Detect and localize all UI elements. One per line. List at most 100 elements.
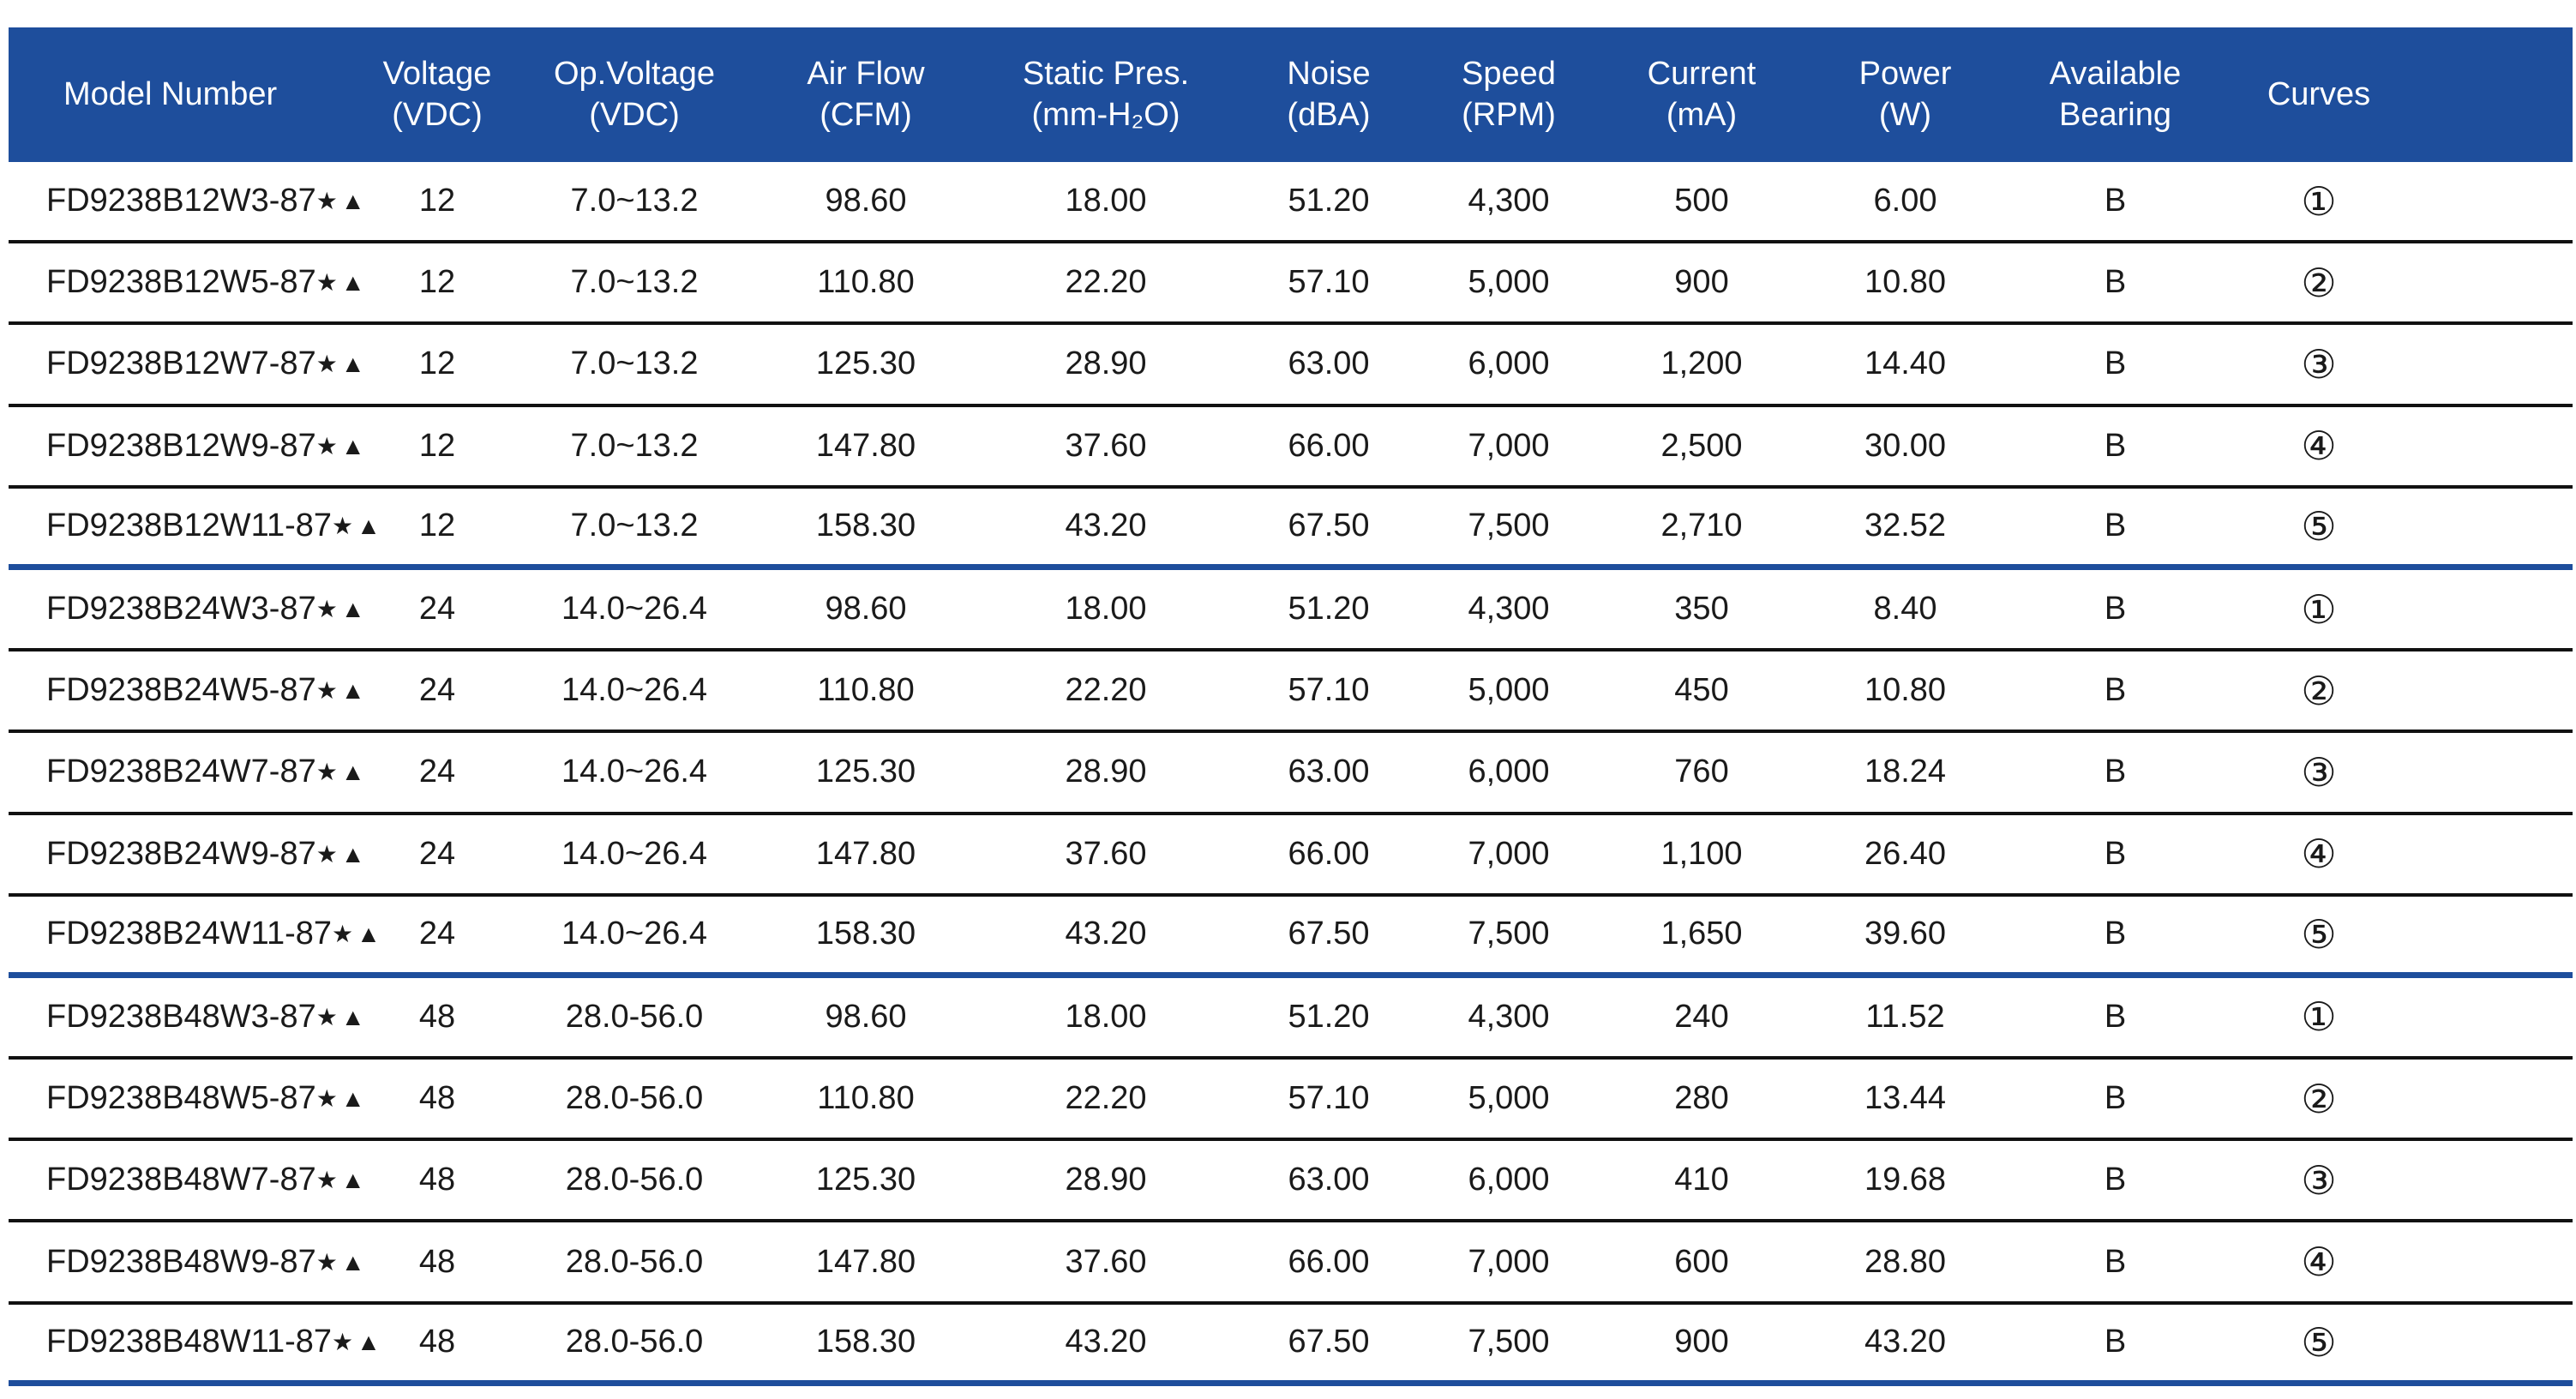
curve-cell: ⑤	[2301, 503, 2337, 549]
model-number: FD9238B48W5-87	[46, 1080, 316, 1117]
noise-cell: 63.00	[1288, 1162, 1370, 1198]
noise-cell: 57.10	[1288, 264, 1370, 301]
curve-cell: ④	[2301, 423, 2337, 469]
speed-cell: 5,000	[1468, 1080, 1550, 1117]
speed-cell: 4,300	[1468, 998, 1550, 1035]
op-voltage-cell: 14.0~26.4	[561, 916, 708, 952]
static-pressure-cell: 22.20	[1065, 1080, 1147, 1117]
table-row: FD9238B12W9-87 ★▲ 12 7.0~13.2 147.80 37.60 66.…	[9, 407, 2573, 489]
bearing-cell: B	[2104, 507, 2127, 544]
model-number: FD9238B12W3-87	[46, 183, 316, 219]
star-triangle-icon: ★▲	[332, 513, 384, 540]
voltage-cell: 12	[418, 507, 456, 544]
air-flow-cell: 110.80	[817, 672, 915, 709]
static-pressure-cell: 18.00	[1065, 998, 1147, 1035]
speed-cell: 4,300	[1468, 591, 1550, 627]
header-voltage: Voltage (VDC)	[382, 56, 492, 133]
star-triangle-icon: ★▲	[315, 677, 369, 705]
model-number: FD9238B24W3-87	[46, 591, 316, 627]
bearing-cell: B	[2104, 754, 2127, 790]
table-header: Model Number Voltage (VDC) Op.Voltage (V…	[9, 27, 2573, 162]
op-voltage-cell: 7.0~13.2	[570, 264, 699, 301]
power-cell: 10.80	[1864, 264, 1947, 301]
model-number-cell: FD9238B24W9-87 ★▲	[9, 836, 365, 873]
model-number: FD9238B24W11-87	[46, 916, 333, 952]
op-voltage-cell: 14.0~26.4	[561, 754, 708, 790]
air-flow-cell: 147.80	[815, 1243, 916, 1280]
power-cell: 26.40	[1864, 835, 1947, 872]
header-current: Current (mA)	[1647, 56, 1756, 133]
star-triangle-icon: ★▲	[315, 1003, 369, 1030]
power-cell: 43.20	[1864, 1324, 1947, 1360]
bearing-cell: B	[2104, 998, 2127, 1035]
voltage-cell: 24	[418, 835, 456, 872]
current-cell: 280	[1674, 1080, 1729, 1117]
star-triangle-icon: ★▲	[315, 269, 369, 297]
power-cell: 30.00	[1864, 427, 1947, 464]
air-flow-cell: 125.30	[815, 345, 916, 382]
model-number-cell: FD9238B12W3-87 ★▲	[9, 183, 365, 219]
bearing-cell: B	[2104, 427, 2127, 464]
air-flow-cell: 125.30	[815, 754, 916, 790]
header-air-flow: Air Flow (CFM)	[807, 56, 925, 133]
air-flow-cell: 110.80	[817, 1080, 915, 1117]
model-number-cell: FD9238B48W7-87 ★▲	[9, 1162, 365, 1198]
op-voltage-cell: 14.0~26.4	[561, 672, 708, 709]
voltage-cell: 48	[418, 1243, 456, 1280]
current-cell: 900	[1674, 1324, 1729, 1360]
curve-cell: ③	[2301, 341, 2337, 387]
power-cell: 6.00	[1873, 183, 1937, 219]
star-triangle-icon: ★▲	[315, 1085, 369, 1113]
air-flow-cell: 98.60	[825, 183, 907, 219]
speed-cell: 7,000	[1468, 835, 1550, 872]
table-row: FD9238B48W3-87 ★▲ 48 28.0-56.0 98.60 18.00 51.…	[9, 978, 2573, 1060]
noise-cell: 66.00	[1288, 427, 1370, 464]
power-cell: 14.40	[1864, 345, 1947, 382]
bearing-cell: B	[2104, 591, 2127, 627]
current-cell: 410	[1674, 1162, 1729, 1198]
table-row: FD9238B12W7-87 ★▲ 12 7.0~13.2 125.30 28.90 63.…	[9, 325, 2573, 407]
noise-cell: 57.10	[1288, 672, 1370, 709]
power-cell: 39.60	[1864, 916, 1947, 952]
static-pressure-cell: 18.00	[1065, 591, 1147, 627]
voltage-cell: 24	[418, 916, 456, 952]
table-row: FD9238B48W5-87 ★▲ 48 28.0-56.0 110.80 22.20 57…	[9, 1060, 2573, 1142]
noise-cell: 51.20	[1288, 183, 1370, 219]
curve-cell: ①	[2301, 586, 2337, 632]
noise-cell: 67.50	[1288, 1324, 1370, 1360]
header-noise: Noise (dBA)	[1287, 56, 1371, 133]
header-model-number: Model Number	[63, 75, 278, 112]
curve-cell: ④	[2301, 1240, 2337, 1285]
table-row: FD9238B24W5-87 ★▲ 24 14.0~26.4 110.80 22.20 57…	[9, 651, 2573, 734]
speed-cell: 4,300	[1468, 183, 1550, 219]
model-number-cell: FD9238B24W3-87 ★▲	[9, 591, 365, 627]
model-number-cell: FD9238B12W11-87 ★▲	[9, 507, 381, 544]
model-number: FD9238B12W5-87	[46, 264, 316, 301]
model-number-cell: FD9238B12W9-87 ★▲	[9, 428, 365, 465]
air-flow-cell: 147.80	[815, 427, 916, 464]
bearing-cell: B	[2104, 264, 2127, 301]
speed-cell: 7,000	[1468, 427, 1550, 464]
star-triangle-icon: ★▲	[315, 188, 369, 215]
bearing-cell: B	[2104, 345, 2127, 382]
noise-cell: 67.50	[1288, 916, 1370, 952]
header-op-voltage: Op.Voltage (VDC)	[553, 56, 716, 133]
curve-cell: ④	[2301, 832, 2337, 877]
noise-cell: 66.00	[1288, 1243, 1370, 1280]
op-voltage-cell: 28.0-56.0	[565, 1243, 704, 1280]
star-triangle-icon: ★▲	[315, 759, 369, 786]
power-cell: 19.68	[1864, 1162, 1947, 1198]
op-voltage-cell: 7.0~13.2	[570, 427, 699, 464]
op-voltage-cell: 7.0~13.2	[570, 507, 699, 544]
noise-cell: 63.00	[1288, 754, 1370, 790]
model-number: FD9238B48W7-87	[46, 1162, 316, 1198]
static-pressure-cell: 28.90	[1065, 1162, 1147, 1198]
static-pressure-cell: 43.20	[1065, 916, 1147, 952]
bearing-cell: B	[2104, 1243, 2127, 1280]
model-number: FD9238B48W11-87	[46, 1324, 333, 1360]
voltage-cell: 48	[418, 1080, 456, 1117]
air-flow-cell: 158.30	[815, 916, 916, 952]
op-voltage-cell: 28.0-56.0	[565, 998, 704, 1035]
speed-cell: 7,000	[1468, 1243, 1550, 1280]
table-body: FD9238B12W3-87 ★▲ 12 7.0~13.2 98.60 18.00 51.2…	[9, 162, 2573, 1386]
